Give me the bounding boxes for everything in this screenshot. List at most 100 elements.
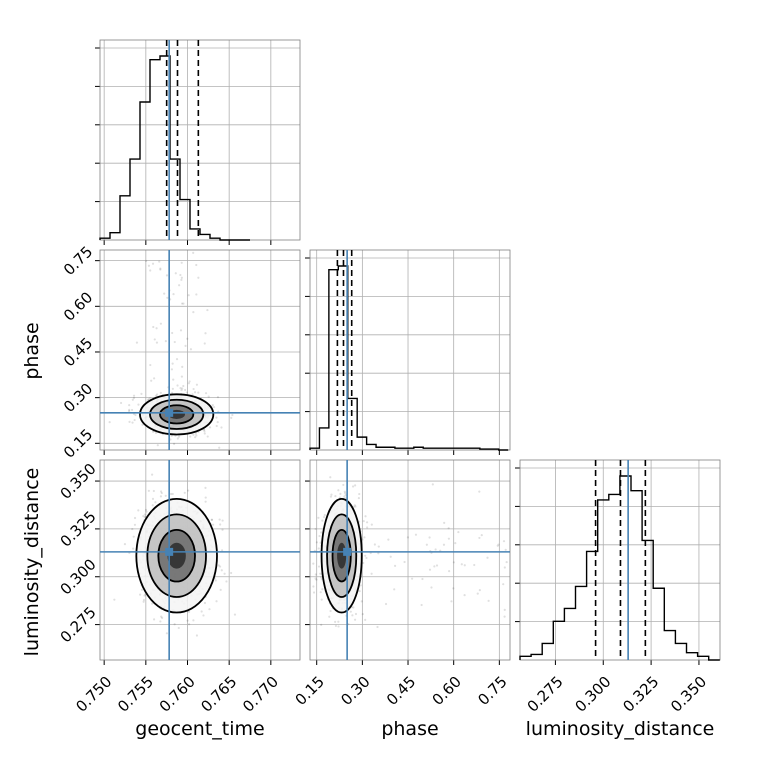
sample-point: [502, 583, 505, 586]
sample-point: [147, 264, 151, 267]
sample-point: [170, 391, 174, 394]
sample-point: [142, 598, 146, 602]
sample-point: [132, 396, 136, 400]
sample-point: [478, 536, 481, 540]
sample-point: [177, 435, 181, 438]
sample-point: [384, 602, 388, 606]
ytick-label-luminosity-distance: 0.275: [57, 603, 100, 646]
sample-point: [504, 548, 507, 551]
sample-point: [230, 571, 233, 575]
sample-point: [334, 495, 337, 498]
sample-point: [155, 341, 159, 344]
sample-point: [203, 430, 206, 433]
sample-point: [210, 518, 214, 521]
sample-point: [320, 598, 323, 601]
sample-point: [360, 600, 363, 603]
sample-point: [154, 501, 157, 504]
xtick-label-luminosity-distance: 0.350: [667, 673, 710, 716]
sample-point: [215, 600, 218, 603]
sample-point: [389, 555, 392, 558]
sample-point: [147, 489, 150, 492]
sample-point: [132, 394, 136, 397]
sample-point: [387, 538, 390, 541]
sample-point: [357, 496, 360, 500]
sample-point: [219, 523, 222, 526]
sample-point: [463, 594, 466, 597]
sample-point: [221, 519, 224, 522]
sample-point: [200, 610, 203, 613]
sample-point: [195, 434, 198, 437]
sample-point: [183, 491, 186, 494]
sample-point: [315, 578, 318, 581]
sample-point: [202, 614, 205, 617]
hist-panel-geocent-time: [95, 39, 301, 245]
sample-point: [128, 404, 131, 407]
sample-point: [452, 587, 455, 590]
scatter-layer: [113, 473, 237, 637]
xlabel-phase: phase: [381, 718, 438, 740]
sample-point: [164, 494, 167, 497]
sample-point: [322, 515, 326, 519]
sample-point: [320, 576, 323, 579]
sample-point: [503, 566, 506, 569]
sample-point: [159, 620, 162, 623]
sample-point: [337, 489, 340, 492]
sample-point: [204, 496, 207, 499]
sample-point: [145, 510, 148, 513]
sample-point: [187, 382, 190, 385]
contour-1: [146, 513, 207, 598]
sample-point: [211, 403, 214, 407]
sample-point: [403, 560, 406, 564]
sample-point: [159, 495, 163, 498]
sample-point: [447, 527, 450, 530]
xtick-label-luminosity-distance: 0.325: [619, 673, 662, 716]
sample-point: [145, 259, 148, 263]
sample-point: [135, 341, 139, 344]
sample-point: [358, 492, 361, 496]
sample-point: [170, 368, 174, 371]
sample-point: [425, 543, 428, 546]
sample-point: [192, 311, 195, 314]
sample-point: [131, 527, 134, 531]
sample-point: [342, 483, 345, 487]
sample-point: [185, 391, 188, 394]
sample-point: [207, 395, 210, 398]
sample-point: [194, 432, 197, 435]
sample-point: [132, 547, 135, 550]
sample-point: [312, 585, 315, 588]
ytick-label-phase: 0.60: [60, 288, 96, 324]
sample-point: [503, 615, 506, 618]
sample-point: [206, 435, 209, 438]
sample-point: [149, 363, 152, 367]
sample-point: [361, 613, 364, 616]
sample-point: [351, 485, 355, 488]
sample-point: [176, 384, 179, 387]
sample-point: [334, 620, 337, 623]
sample-point: [113, 598, 116, 601]
sample-point: [139, 593, 142, 596]
sample-point: [140, 588, 144, 591]
sample-point: [151, 262, 155, 265]
sample-point: [151, 497, 155, 500]
sample-point: [143, 516, 146, 519]
sample-point: [221, 549, 224, 552]
sample-point: [204, 500, 207, 503]
sample-point: [159, 268, 162, 271]
sample-point: [150, 379, 153, 382]
sample-point: [447, 537, 450, 540]
sample-point: [442, 543, 446, 546]
sample-point: [421, 577, 424, 581]
ytick-label-luminosity-distance: 0.300: [57, 555, 100, 598]
xtick-label-phase: 0.75: [474, 673, 510, 709]
sample-point: [149, 397, 152, 400]
sample-point: [433, 565, 436, 568]
sample-point: [154, 431, 158, 434]
sample-point: [166, 296, 169, 299]
sample-point: [175, 358, 179, 361]
contour-1: [326, 513, 358, 598]
sample-point: [142, 600, 145, 603]
ytick-label-luminosity-distance: 0.350: [57, 460, 100, 503]
sample-point: [159, 322, 162, 325]
sample-point: [505, 560, 508, 564]
